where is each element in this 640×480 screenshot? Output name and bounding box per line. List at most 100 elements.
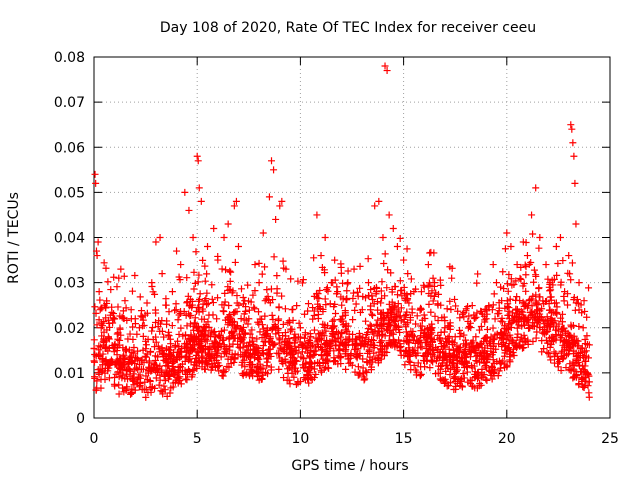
data-point: [542, 336, 550, 344]
data-point: [115, 274, 123, 282]
data-point: [472, 313, 480, 321]
data-point: [422, 333, 430, 341]
data-point: [136, 371, 144, 379]
data-point: [583, 313, 591, 321]
data-point: [403, 245, 411, 253]
data-point: [162, 358, 170, 366]
data-point: [417, 327, 425, 335]
data-point: [506, 331, 514, 339]
data-point: [406, 358, 414, 366]
data-point: [331, 358, 339, 366]
data-point: [123, 383, 131, 391]
data-point: [465, 344, 473, 352]
data-point: [177, 307, 185, 315]
data-point: [208, 295, 216, 303]
chart-title: Day 108 of 2020, Rate Of TEC Index for r…: [160, 20, 536, 36]
data-point: [561, 346, 569, 354]
data-point: [331, 357, 339, 365]
data-point: [367, 322, 375, 330]
data-point: [448, 274, 456, 282]
data-point: [119, 361, 127, 369]
data-point: [192, 307, 200, 315]
data-point: [408, 305, 416, 313]
data-point: [414, 344, 422, 352]
data-point: [349, 289, 357, 297]
data-point: [566, 270, 574, 278]
data-point: [209, 311, 217, 319]
data-point: [544, 275, 552, 283]
data-point: [125, 355, 133, 363]
data-point: [455, 344, 463, 352]
data-point: [352, 300, 360, 308]
data-point: [367, 302, 375, 310]
data-point: [344, 355, 352, 363]
data-point: [454, 307, 462, 315]
data-point: [248, 326, 256, 334]
data-point: [477, 381, 485, 389]
data-point: [108, 303, 116, 311]
data-point: [98, 354, 106, 362]
data-point: [355, 371, 363, 379]
data-point: [299, 276, 307, 284]
data-point: [247, 298, 255, 306]
data-point: [338, 301, 346, 309]
data-point: [213, 315, 221, 323]
data-point: [226, 277, 234, 285]
data-point: [240, 316, 248, 324]
data-point: [197, 197, 205, 205]
data-point: [322, 327, 330, 335]
data-point: [100, 338, 108, 346]
data-point: [332, 310, 340, 318]
y-tick-label: 0.07: [54, 95, 85, 111]
data-point: [177, 380, 185, 388]
data-point: [547, 341, 555, 349]
data-point: [119, 353, 127, 361]
data-point: [201, 262, 209, 270]
data-point: [459, 370, 467, 378]
data-point: [326, 339, 334, 347]
data-point: [249, 337, 257, 345]
data-point: [237, 285, 245, 293]
data-point: [280, 264, 288, 272]
data-point: [560, 324, 568, 332]
data-point: [210, 354, 218, 362]
data-point: [195, 335, 203, 343]
data-point: [560, 297, 568, 305]
data-point: [259, 342, 267, 350]
data-point: [116, 312, 124, 320]
data-point: [174, 316, 182, 324]
data-point: [221, 289, 229, 297]
data-point: [564, 350, 572, 358]
data-point: [224, 314, 232, 322]
data-point: [135, 360, 143, 368]
data-point: [131, 360, 139, 368]
data-point: [217, 342, 225, 350]
data-point: [91, 374, 99, 382]
data-point: [568, 337, 576, 345]
data-point: [286, 327, 294, 335]
data-point: [442, 335, 450, 343]
data-point: [364, 255, 372, 263]
data-point: [90, 357, 98, 365]
data-point: [261, 263, 269, 271]
data-point: [343, 287, 351, 295]
data-point: [524, 304, 532, 312]
data-point: [273, 349, 281, 357]
data-point: [406, 336, 414, 344]
data-point: [323, 351, 331, 359]
data-point: [102, 345, 110, 353]
data-point: [482, 375, 490, 383]
data-point: [513, 293, 521, 301]
data-point: [584, 382, 592, 390]
data-point: [116, 364, 124, 372]
data-point: [222, 266, 230, 274]
data-point: [258, 270, 266, 278]
data-point: [572, 220, 580, 228]
data-point: [545, 350, 553, 358]
data-point: [242, 307, 250, 315]
data-point: [115, 390, 123, 398]
data-point: [480, 312, 488, 320]
data-point: [472, 357, 480, 365]
data-point: [175, 311, 183, 319]
data-point: [99, 338, 107, 346]
